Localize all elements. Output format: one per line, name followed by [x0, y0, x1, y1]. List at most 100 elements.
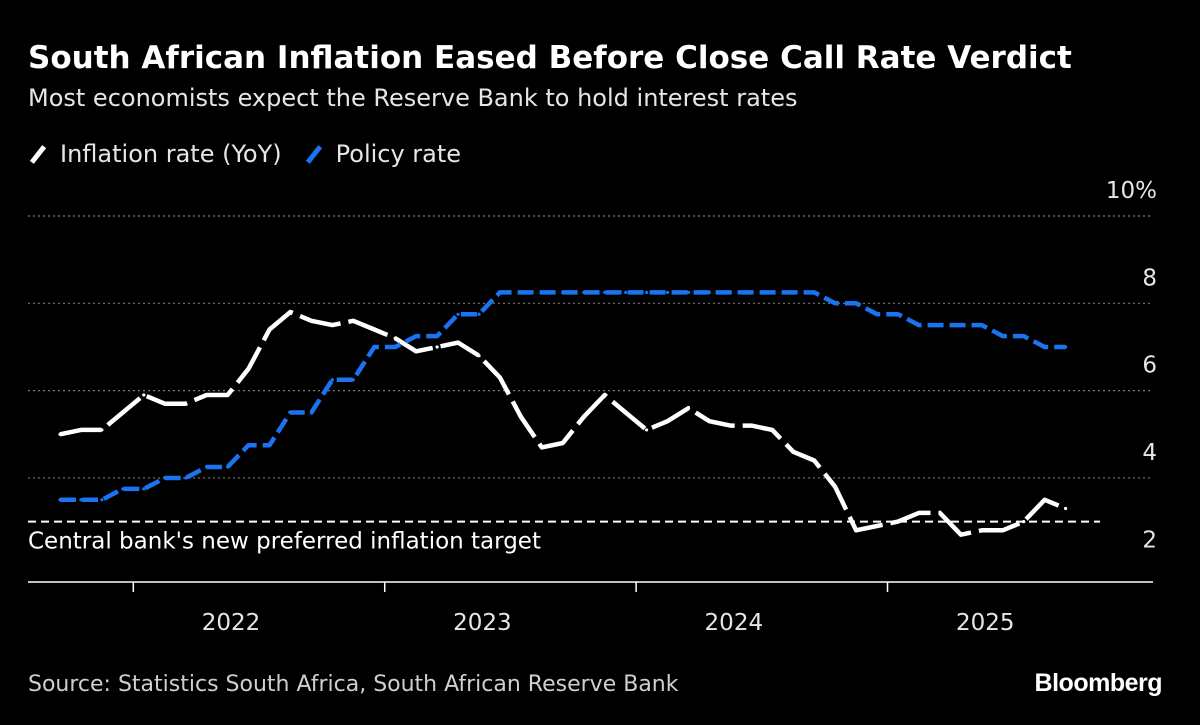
inflation-point [414, 349, 418, 353]
inflation-point [561, 441, 565, 445]
inflation-point [603, 393, 607, 397]
policy-point [205, 465, 209, 469]
policy-point [582, 290, 586, 295]
policy-point [79, 498, 83, 502]
y-axis-ticks: 2 4 6 8 10% [1106, 178, 1157, 553]
inflation-point [875, 524, 879, 528]
inflation-point [1064, 506, 1068, 511]
policy-point [938, 323, 942, 327]
policy-point [896, 312, 900, 316]
policy-point [246, 443, 251, 447]
series-lines [58, 290, 1068, 537]
series-inflation-line [59, 309, 1067, 537]
x-tick-label: 2023 [453, 610, 512, 636]
policy-point [728, 290, 733, 295]
policy-point [1064, 345, 1068, 349]
inflation-point [79, 428, 83, 432]
policy-point [833, 301, 837, 305]
policy-point [393, 345, 397, 349]
x-tick-label: 2025 [956, 610, 1015, 636]
policy-point [749, 290, 753, 295]
inflation-point [980, 528, 984, 532]
inflation-point [791, 450, 795, 454]
policy-point [540, 290, 544, 295]
inflation-point [582, 415, 586, 419]
policy-point [309, 410, 313, 415]
legend: Inflation rate (YoY) Policy rate [28, 138, 483, 170]
policy-point [477, 312, 481, 316]
target-line-group: Central bank's new preferred inflation t… [28, 520, 1100, 555]
inflation-point [330, 323, 334, 327]
policy-point [707, 290, 712, 295]
inflation-point [100, 428, 104, 432]
x-tick-label: 2024 [705, 610, 764, 636]
policy-point [875, 312, 879, 316]
policy-point [665, 290, 670, 295]
policy-point [959, 323, 963, 327]
y-tick-label: 8 [1142, 265, 1157, 291]
bloomberg-logo: Bloomberg [1034, 669, 1163, 697]
inflation-point [142, 393, 146, 397]
inflation-point [645, 428, 649, 432]
policy-point [645, 290, 649, 295]
policy-point [184, 476, 188, 480]
inflation-point [163, 402, 167, 406]
inflation-point [770, 428, 774, 432]
policy-point [980, 323, 984, 327]
y-tick-label: 4 [1142, 440, 1157, 466]
inflation-point [121, 410, 125, 415]
legend-item-inflation: Inflation rate (YoY) [28, 140, 282, 168]
policy-point [58, 498, 62, 502]
inflation-point [749, 423, 753, 428]
policy-point [288, 410, 293, 415]
policy-point [435, 334, 439, 338]
policy-point [1043, 345, 1047, 349]
policy-point [267, 443, 272, 447]
policy-point [142, 487, 146, 491]
inflation-point [707, 419, 712, 423]
inflation-point [309, 319, 313, 323]
inflation-point [624, 410, 628, 415]
source-note: Source: Statistics South Africa, South A… [28, 672, 679, 697]
x-tick-label: 2022 [202, 610, 261, 636]
inflation-point [896, 520, 900, 524]
chart-subtitle: Most economists expect the Reserve Bank … [28, 84, 798, 112]
inflation-point [917, 511, 921, 515]
y-tick-label: 2 [1142, 527, 1157, 553]
policy-point [770, 290, 774, 295]
inflation-point [519, 415, 523, 419]
inflation-point [184, 402, 188, 406]
chart-title: South African Inflation Eased Before Clo… [28, 40, 1072, 76]
policy-point [351, 378, 355, 382]
inflation-point [938, 511, 942, 515]
legend-label-inflation: Inflation rate (YoY) [60, 140, 282, 168]
policy-point [456, 312, 460, 316]
inflation-point [288, 310, 293, 314]
policy-point [519, 290, 523, 295]
inflation-point [205, 393, 209, 397]
target-line-label: Central bank's new preferred inflation t… [28, 529, 541, 555]
policy-point [561, 290, 565, 295]
inflation-point [435, 345, 439, 349]
policy-point [791, 290, 795, 295]
inflation-point [477, 354, 481, 358]
policy-point [603, 290, 607, 295]
inflation-point [540, 445, 544, 449]
inflation-point [728, 423, 733, 428]
inflation-point [456, 341, 460, 345]
inflation-point [246, 367, 251, 371]
x-axis: 2022 2023 2024 2025 [28, 581, 1153, 636]
inflation-point [58, 432, 62, 436]
inflation-point [959, 533, 963, 537]
inflation-point [812, 458, 816, 463]
policy-point [624, 290, 628, 295]
inflation-point [372, 327, 376, 332]
legend-item-policy: Policy rate [304, 140, 461, 168]
policy-point [917, 323, 921, 327]
inflation-point [833, 485, 837, 489]
inflation-point [351, 319, 355, 323]
policy-point [686, 290, 691, 295]
policy-point [1001, 334, 1005, 338]
inflation-point [1022, 520, 1026, 524]
